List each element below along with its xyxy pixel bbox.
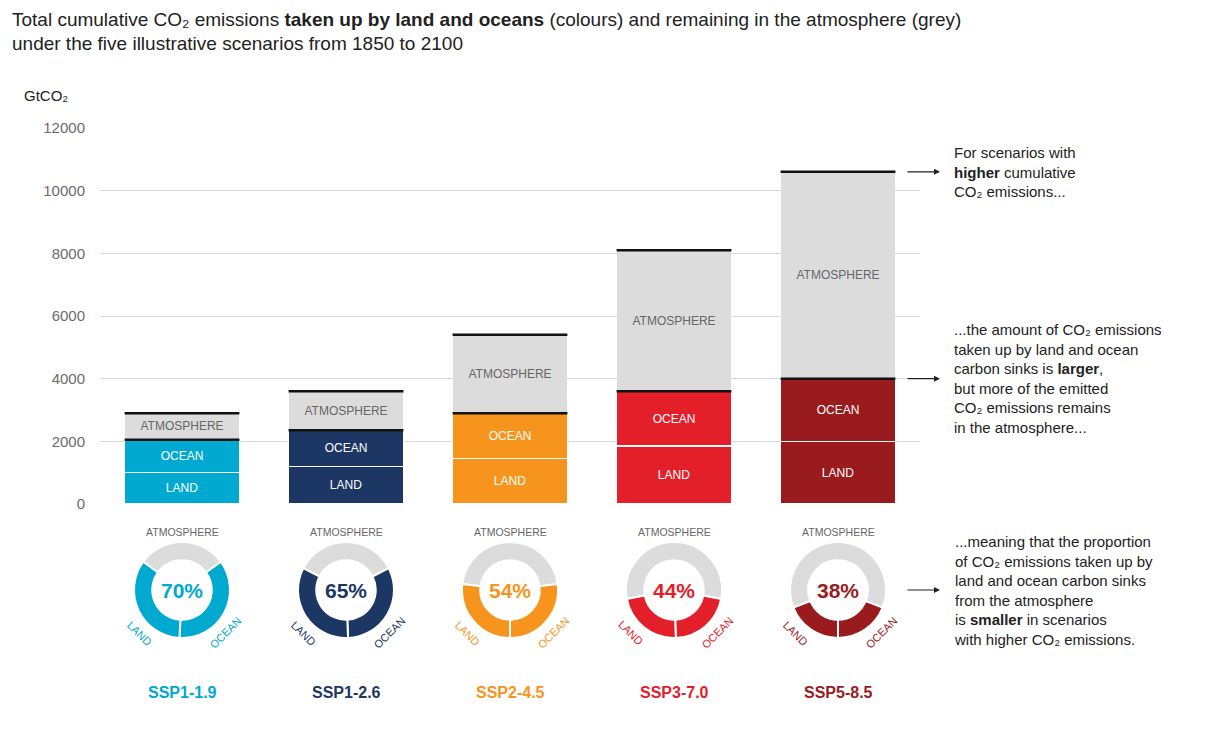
svg-text:Total cumulative CO₂ emissions: Total cumulative CO₂ emissions taken up … (12, 9, 961, 55)
svg-text:ATMOSPHERE: ATMOSPHERE (474, 526, 547, 538)
svg-text:65%: 65% (325, 579, 367, 602)
svg-text:OCEAN: OCEAN (535, 614, 571, 650)
svg-text:LAND: LAND (453, 619, 482, 648)
svg-text:LAND: LAND (822, 466, 854, 480)
svg-text:LAND: LAND (289, 619, 318, 648)
svg-text:10000: 10000 (43, 182, 85, 199)
svg-text:SSP1-1.9: SSP1-1.9 (148, 684, 217, 701)
svg-text:OCEAN: OCEAN (699, 614, 735, 650)
svg-text:SSP2-4.5: SSP2-4.5 (476, 684, 545, 701)
svg-text:SSP3-7.0: SSP3-7.0 (640, 684, 709, 701)
svg-text:OCEAN: OCEAN (863, 614, 899, 650)
svg-text:ATMOSPHERE: ATMOSPHERE (802, 526, 875, 538)
svg-text:SSP1-2.6: SSP1-2.6 (312, 684, 381, 701)
svg-text:ATMOSPHERE: ATMOSPHERE (796, 268, 879, 282)
svg-text:ATMOSPHERE: ATMOSPHERE (304, 404, 387, 418)
svg-text:2000: 2000 (52, 433, 85, 450)
svg-text:LAND: LAND (330, 478, 362, 492)
svg-text:ATMOSPHERE: ATMOSPHERE (632, 314, 715, 328)
svg-text:38%: 38% (817, 579, 859, 602)
svg-text:OCEAN: OCEAN (371, 614, 407, 650)
svg-text:4000: 4000 (52, 370, 85, 387)
svg-text:LAND: LAND (658, 468, 690, 482)
svg-text:SSP5-8.5: SSP5-8.5 (804, 684, 873, 701)
svg-text:8000: 8000 (52, 245, 85, 262)
svg-text:LAND: LAND (781, 619, 810, 648)
svg-text:ATMOSPHERE: ATMOSPHERE (468, 367, 551, 381)
svg-text:54%: 54% (489, 579, 531, 602)
svg-text:6000: 6000 (52, 307, 85, 324)
svg-text:OCEAN: OCEAN (817, 403, 860, 417)
svg-text:ATMOSPHERE: ATMOSPHERE (638, 526, 711, 538)
svg-text:OCEAN: OCEAN (207, 614, 243, 650)
svg-text:GtCO₂: GtCO₂ (24, 87, 68, 104)
svg-text:LAND: LAND (166, 481, 198, 495)
svg-text:70%: 70% (161, 579, 203, 602)
svg-text:12000: 12000 (43, 119, 85, 136)
svg-text:OCEAN: OCEAN (161, 449, 204, 463)
svg-text:...meaning that the proportion: ...meaning that the proportionof CO₂ emi… (954, 533, 1153, 648)
svg-text:LAND: LAND (494, 474, 526, 488)
svg-text:0: 0 (77, 495, 85, 512)
svg-text:OCEAN: OCEAN (489, 429, 532, 443)
svg-text:LAND: LAND (125, 619, 154, 648)
svg-text:For scenarios withhigher cumul: For scenarios withhigher cumulativeCO₂ e… (954, 144, 1076, 200)
svg-text:...the amount of CO₂ emissions: ...the amount of CO₂ emissionstaken up b… (954, 321, 1162, 436)
svg-text:ATMOSPHERE: ATMOSPHERE (310, 526, 383, 538)
svg-text:ATMOSPHERE: ATMOSPHERE (146, 526, 219, 538)
svg-text:ATMOSPHERE: ATMOSPHERE (140, 419, 223, 433)
svg-text:44%: 44% (653, 579, 695, 602)
svg-text:OCEAN: OCEAN (325, 441, 368, 455)
svg-text:OCEAN: OCEAN (653, 412, 696, 426)
svg-text:LAND: LAND (616, 618, 645, 647)
